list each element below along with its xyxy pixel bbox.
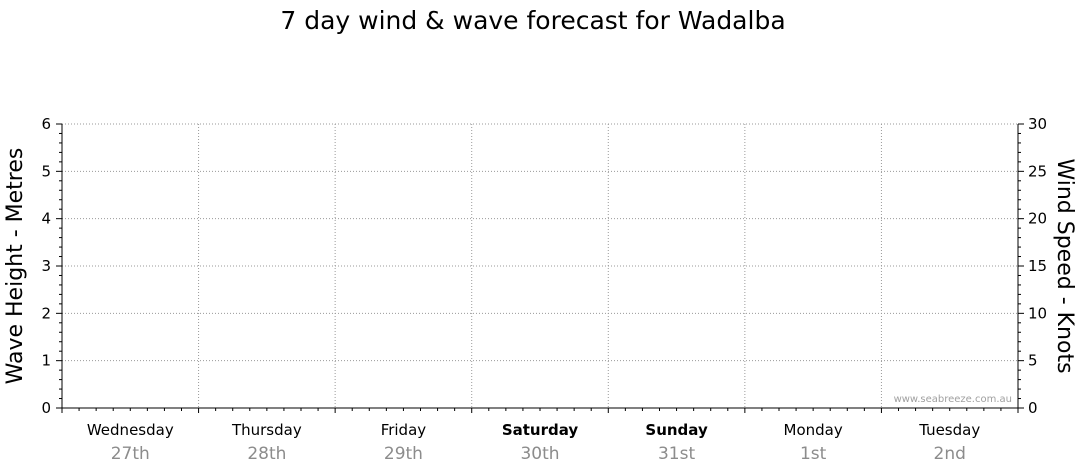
left-tick-label: 1 — [41, 352, 51, 370]
day-label-name: Wednesday — [87, 421, 174, 439]
right-tick-label: 0 — [1028, 399, 1038, 417]
right-tick-label: 10 — [1028, 304, 1047, 322]
day-labels: Wednesday 27th Thursday 28th Friday 29th Satur… — [87, 421, 980, 464]
day-label-name: Thursday — [231, 421, 302, 439]
right-tick-label: 30 — [1028, 115, 1047, 133]
axes — [61, 124, 1019, 413]
day-label-name: Monday — [784, 421, 843, 439]
gridlines — [62, 123, 1018, 408]
day-label-date: 27th — [111, 444, 150, 464]
left-tick-label: 4 — [41, 210, 51, 228]
right-tick-label: 25 — [1028, 162, 1047, 180]
right-tick-label: 15 — [1028, 257, 1047, 275]
day-label-date: 2nd — [934, 444, 966, 464]
watermark: www.seabreeze.com.au — [894, 394, 1012, 405]
right-axis-ticks: 0 5 10 15 20 25 30 — [1018, 115, 1047, 417]
day-label-date: 29th — [384, 444, 423, 464]
left-tick-label: 3 — [41, 257, 51, 275]
day-label-name: Friday — [381, 421, 427, 439]
right-axis-title: Wind Speed - Knots — [1052, 158, 1077, 373]
day-label-date: 31st — [658, 444, 695, 464]
right-tick-label: 5 — [1028, 352, 1038, 370]
chart-title: 7 day wind & wave forecast for Wadalba — [280, 6, 785, 35]
right-tick-label: 20 — [1028, 210, 1047, 228]
day-label-date: 30th — [520, 444, 559, 464]
left-tick-label: 2 — [41, 304, 51, 322]
day-label-date: 28th — [247, 444, 286, 464]
day-label-date: 1st — [800, 444, 827, 464]
day-label-name: Tuesday — [918, 421, 980, 439]
left-axis-title: Wave Height - Metres — [3, 148, 28, 385]
left-tick-label: 0 — [41, 399, 51, 417]
left-tick-label: 6 — [41, 115, 51, 133]
left-axis-ticks: 0 1 2 3 4 5 6 — [41, 115, 62, 417]
day-label-name: Saturday — [502, 421, 579, 439]
day-label-name: Sunday — [645, 421, 708, 439]
left-tick-label: 5 — [41, 162, 51, 180]
